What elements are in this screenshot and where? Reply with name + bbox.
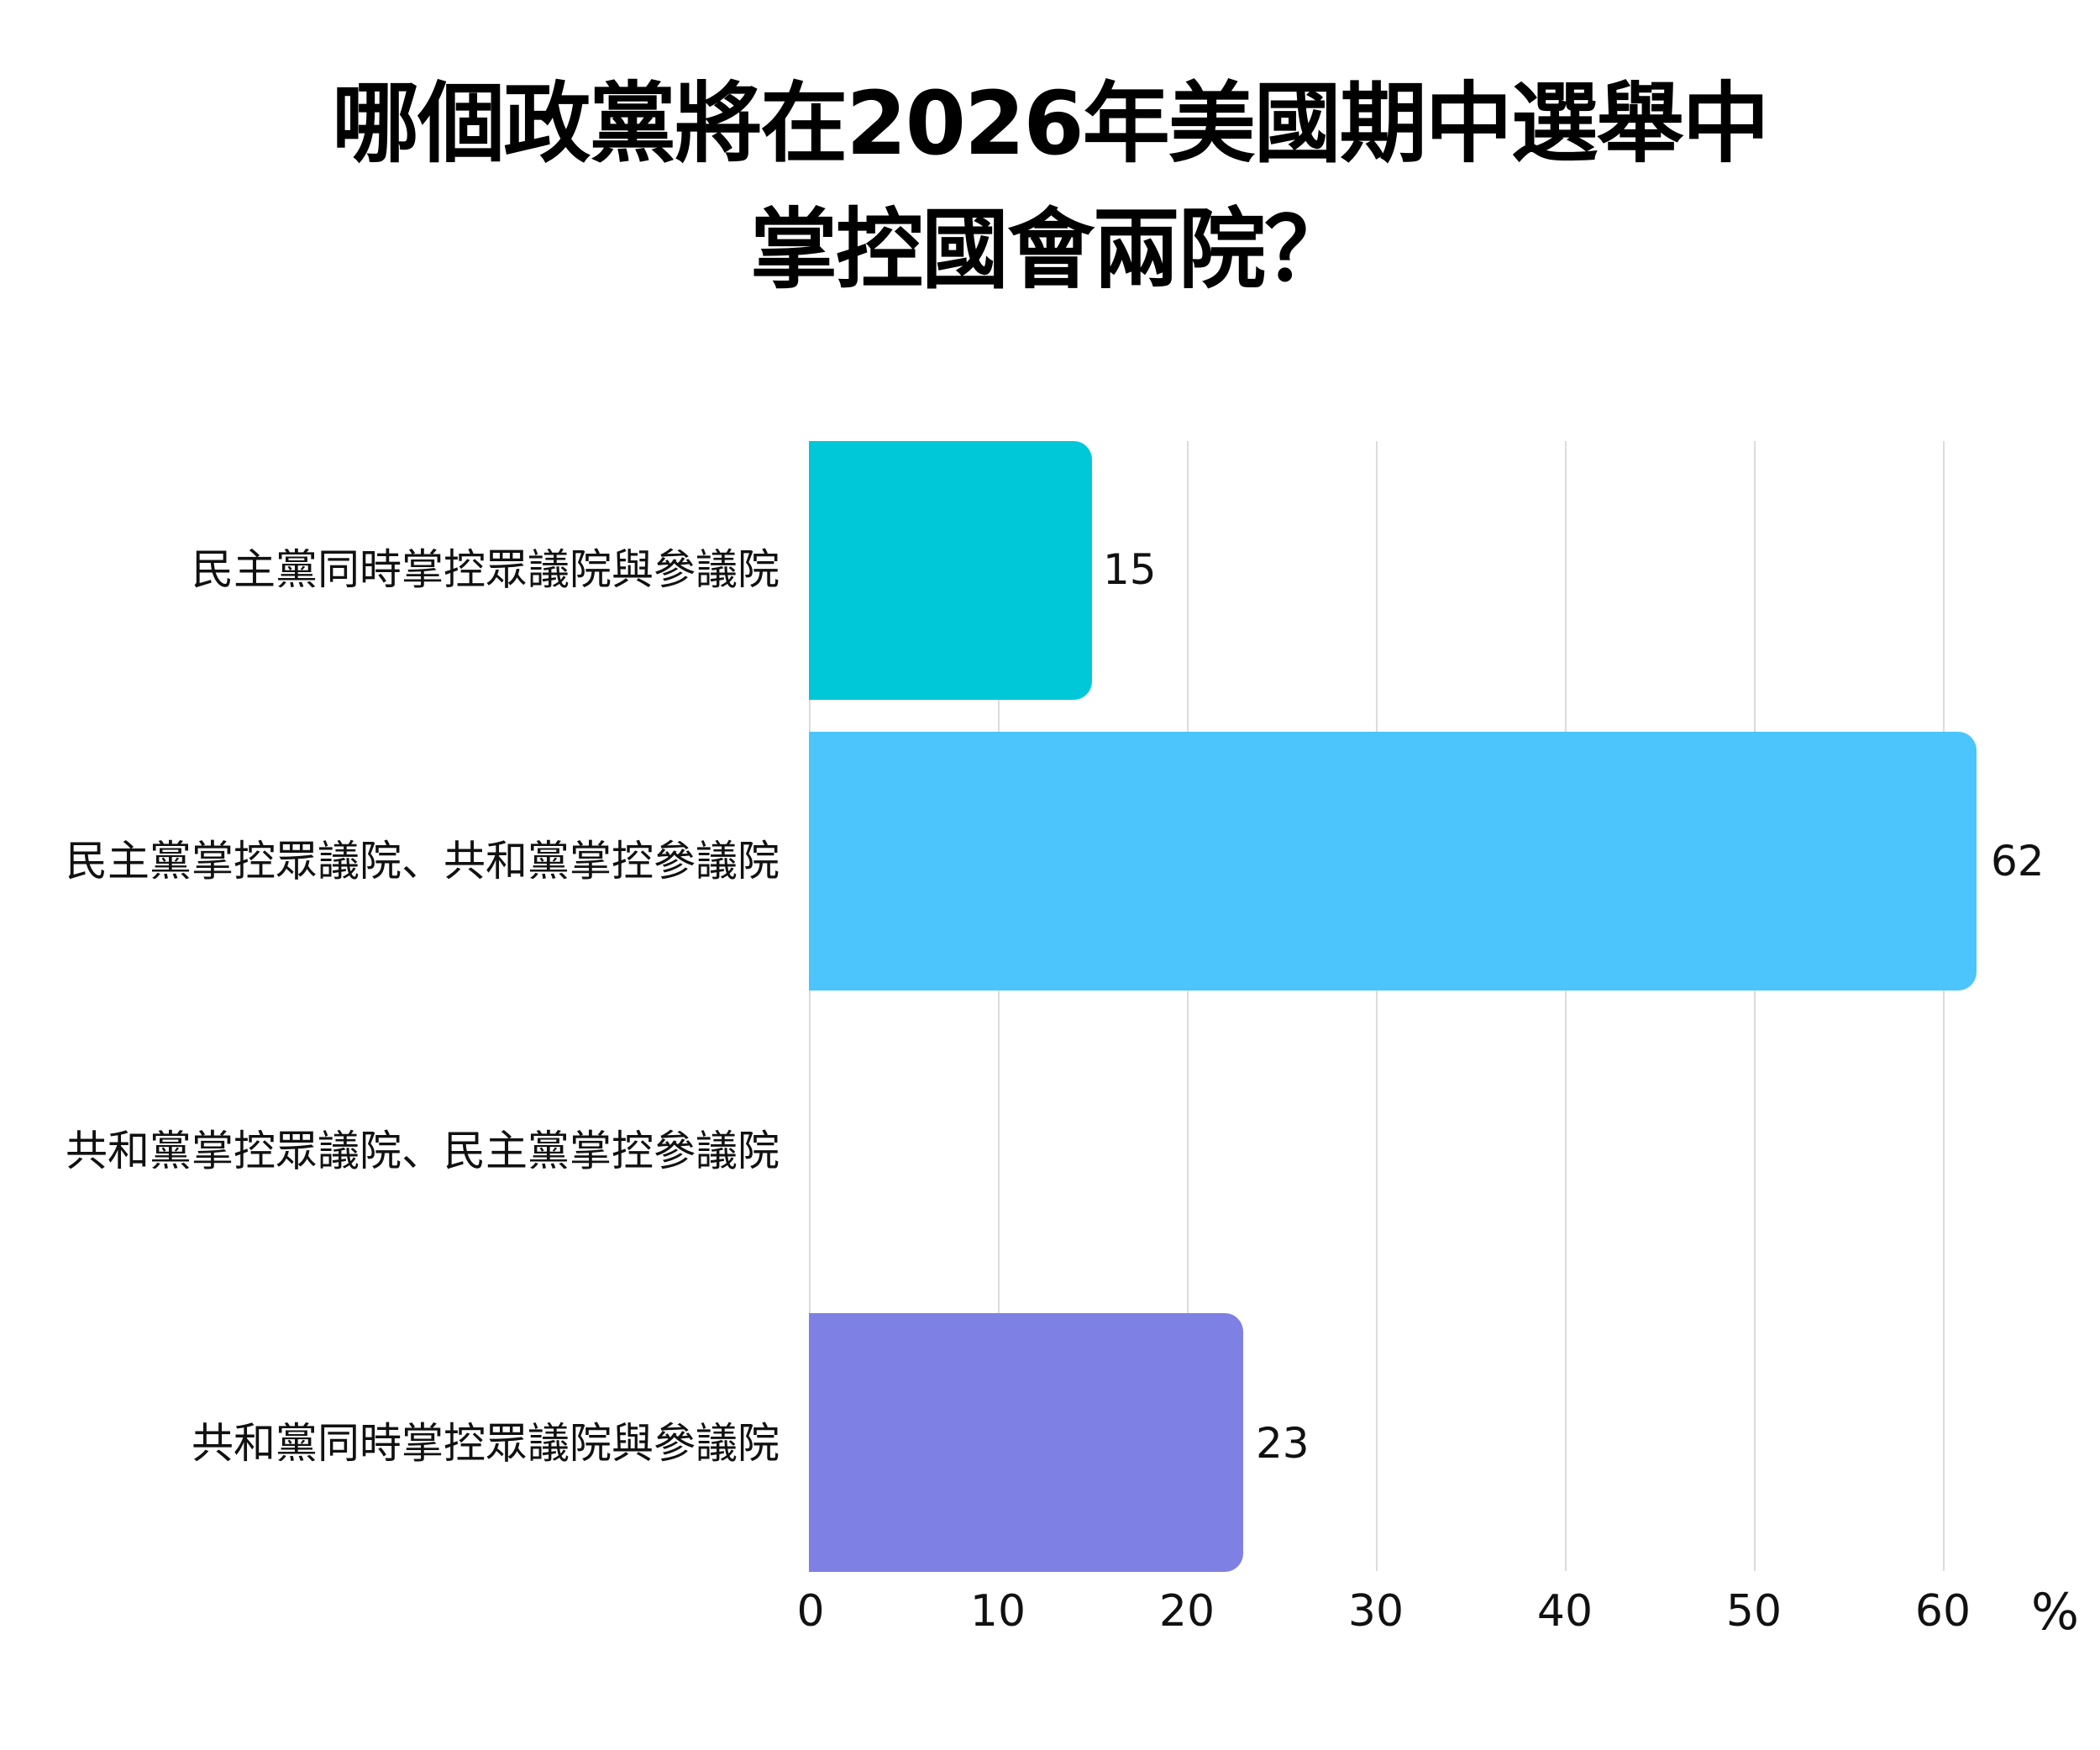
bar-rep-both (809, 1313, 1243, 1572)
bar-dem-both (809, 441, 1092, 700)
x-tick-label: 50 (1725, 1586, 1782, 1637)
gridline-10 (998, 441, 1000, 1571)
x-tick-label: 30 (1347, 1586, 1404, 1637)
x-tick-label: 0 (796, 1586, 825, 1637)
gridline-30 (1376, 441, 1378, 1571)
value-label: 15 (1103, 545, 1157, 594)
category-label: 民主黨掌控眾議院、共和黨掌控參議院 (66, 837, 780, 886)
value-label: 62 (1991, 837, 2045, 886)
category-label: 共和黨掌控眾議院、民主黨掌控參議院 (66, 1127, 780, 1175)
x-axis-unit-label: % (2031, 1583, 2080, 1642)
x-tick-label: 20 (1158, 1586, 1215, 1637)
gridline-40 (1565, 441, 1567, 1571)
value-label: 23 (1256, 1419, 1310, 1468)
gridline-60 (1943, 441, 1945, 1571)
x-tick-label: 40 (1536, 1586, 1593, 1637)
x-tick-label: 10 (969, 1586, 1026, 1637)
chart-title-line-1: 哪個政黨將在2026年美國期中選舉中 (332, 72, 1769, 175)
gridline-0 (809, 441, 811, 1571)
chart-title-line-2: 掌控國會兩院？ (749, 198, 1352, 301)
gridline-20 (1187, 441, 1189, 1571)
category-label: 民主黨同時掌控眾議院與參議院 (192, 545, 780, 594)
bar-dem-house-rep-senate (809, 732, 1977, 991)
category-label: 共和黨同時掌控眾議院與參議院 (192, 1419, 780, 1468)
x-tick-label: 60 (1914, 1586, 1971, 1637)
chart-title: 哪個政黨將在2026年美國期中選舉中 掌控國會兩院？ (0, 60, 2100, 313)
gridline-50 (1754, 441, 1756, 1571)
